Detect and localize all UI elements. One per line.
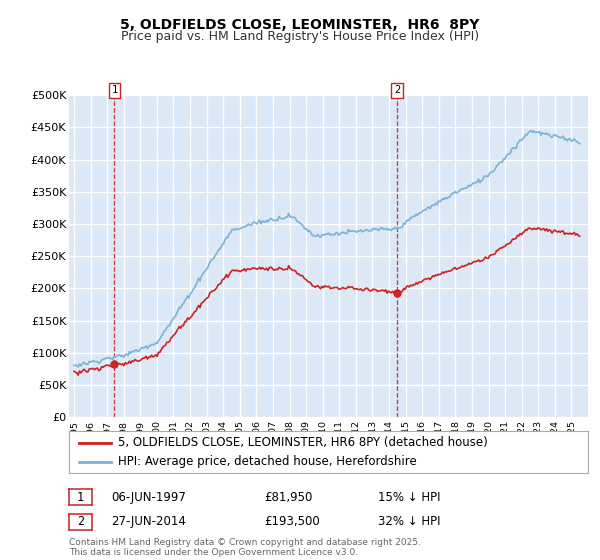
Text: Contains HM Land Registry data © Crown copyright and database right 2025.
This d: Contains HM Land Registry data © Crown c…: [69, 538, 421, 557]
Text: 2: 2: [77, 515, 84, 529]
Text: 1: 1: [77, 491, 84, 504]
Text: 5, OLDFIELDS CLOSE, LEOMINSTER, HR6 8PY (detached house): 5, OLDFIELDS CLOSE, LEOMINSTER, HR6 8PY …: [118, 436, 488, 449]
Text: 27-JUN-2014: 27-JUN-2014: [111, 515, 186, 529]
Text: 2: 2: [394, 85, 400, 95]
Text: Price paid vs. HM Land Registry's House Price Index (HPI): Price paid vs. HM Land Registry's House …: [121, 30, 479, 43]
Text: 15% ↓ HPI: 15% ↓ HPI: [378, 491, 440, 504]
Text: 06-JUN-1997: 06-JUN-1997: [111, 491, 186, 504]
Text: HPI: Average price, detached house, Herefordshire: HPI: Average price, detached house, Here…: [118, 455, 417, 468]
Text: 32% ↓ HPI: 32% ↓ HPI: [378, 515, 440, 529]
Text: 5, OLDFIELDS CLOSE, LEOMINSTER,  HR6  8PY: 5, OLDFIELDS CLOSE, LEOMINSTER, HR6 8PY: [121, 18, 479, 32]
Text: £193,500: £193,500: [264, 515, 320, 529]
Text: £81,950: £81,950: [264, 491, 313, 504]
Text: 1: 1: [112, 85, 118, 95]
